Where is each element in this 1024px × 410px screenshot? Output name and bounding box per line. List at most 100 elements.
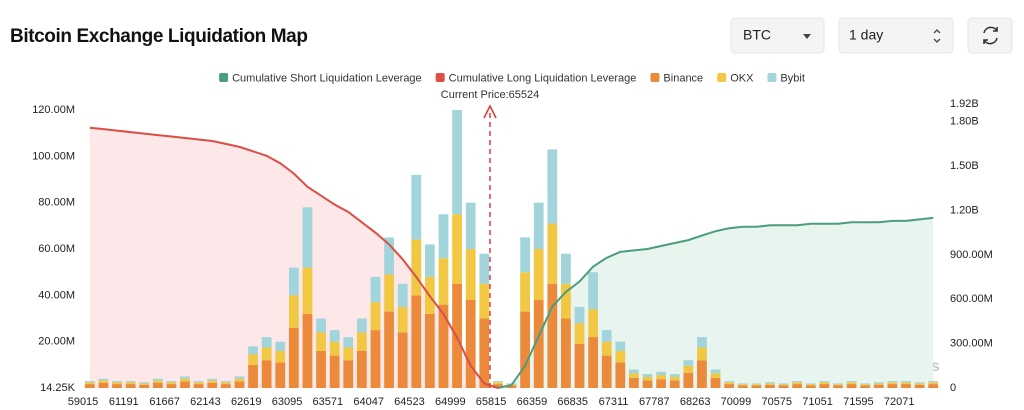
bar-segment [139,383,150,385]
bar-segment [465,299,476,389]
bar-segment [207,378,218,381]
bar-segment [833,385,843,389]
bar-segment [887,381,898,383]
bar-segment [669,374,680,377]
select-value[interactable]: BTC [743,27,771,43]
bar-segment [833,383,843,385]
bar-segment [710,369,721,374]
bar-segment [234,376,245,379]
button-box[interactable] [967,17,1013,54]
bar-segment [588,337,599,389]
bar-segment [275,362,286,389]
bar-segment [887,384,898,389]
bar-segment [669,380,680,389]
bar-segment [765,384,775,389]
line [89,126,499,389]
bar-segment [765,382,775,384]
bar-segment [248,346,258,355]
bar-segment [928,384,939,389]
bar-segment [561,318,571,389]
x-tick-label: 70099 [721,396,752,408]
bar-segment [778,383,789,385]
bar-segment [261,360,272,389]
bar-segment [180,378,190,382]
bar-segment [642,380,653,389]
bar-segment [152,380,163,383]
bar-segment [792,384,803,389]
bar-segment [846,384,857,389]
y2-tick-label: 600.00M [950,293,993,305]
bar-segment [724,382,735,385]
bar-segment [166,382,177,385]
bar-segment [574,306,585,324]
select-value[interactable]: 1 day [849,27,883,43]
bar-segment [125,384,136,389]
legend-swatch [219,73,229,82]
bar-segment [601,341,612,356]
bar-segment [588,309,599,338]
x-tick-label: 63095 [272,396,303,408]
bar-segment [234,378,245,382]
bar-segment [139,382,150,384]
bar-segment [370,276,381,303]
legend-label: Cumulative Long Liquidation Leverage [449,72,637,84]
legend-swatch [767,73,777,82]
bar-segment [316,350,326,389]
plot-area [84,110,939,389]
bar-segment [629,373,639,378]
bar-segment [914,384,925,389]
bar-segment [166,384,177,389]
bar-segment [873,382,884,384]
refresh-icon [983,26,998,45]
bar-segment [207,380,218,383]
bar-segment [669,376,680,381]
bar-segment [384,237,394,275]
bar-segment [860,385,871,389]
bar-segment [384,311,394,389]
bar-segment [778,384,789,386]
bar-segment [125,381,136,383]
bar-segment [220,382,231,385]
bar-segment [792,381,803,383]
bar-segment [860,383,871,385]
y2-tick-label: 1.80B [950,116,979,128]
bar-segment [288,327,299,389]
bar-segment [411,239,422,296]
bar-segment [261,337,272,348]
bar-segment [724,381,735,383]
bar-segment [424,313,435,389]
x-tick-label: 67787 [639,396,670,408]
bar-segment [288,295,299,328]
bar-segment [302,267,313,314]
y-tick-label: 100.00M [32,150,75,162]
bar-segment [629,369,639,374]
bar-segment [656,375,667,380]
bar-segment [901,381,911,383]
bar-segment [479,253,490,284]
y2-tick-label: 1.50B [950,160,979,172]
bar-segment [914,382,925,384]
refresh-button[interactable] [967,17,1013,54]
bar-segment [397,306,408,333]
select-caret [803,34,811,39]
y-tick-label: 120.00M [32,104,75,116]
bar-segment [438,258,449,305]
x-tick-label: 59015 [68,396,99,408]
bar-segment [438,304,449,389]
bar-segment [547,283,558,389]
select-box[interactable] [730,17,825,54]
symbol-select[interactable]: BTC [730,17,825,54]
select-box[interactable] [838,17,954,54]
bar-segment [452,110,462,215]
bar-segment [370,302,381,331]
bar-segment [193,382,204,385]
bar-segment [316,332,326,351]
bar-segment [751,384,762,386]
bar-segment [397,283,408,307]
bar-segment [384,274,394,312]
x-tick-label: 72071 [884,396,915,408]
range-select[interactable]: 1 day [838,17,954,54]
bar-segment [248,354,258,365]
y2-tick-label: 1.20B [950,204,979,216]
bar-segment [180,376,190,379]
